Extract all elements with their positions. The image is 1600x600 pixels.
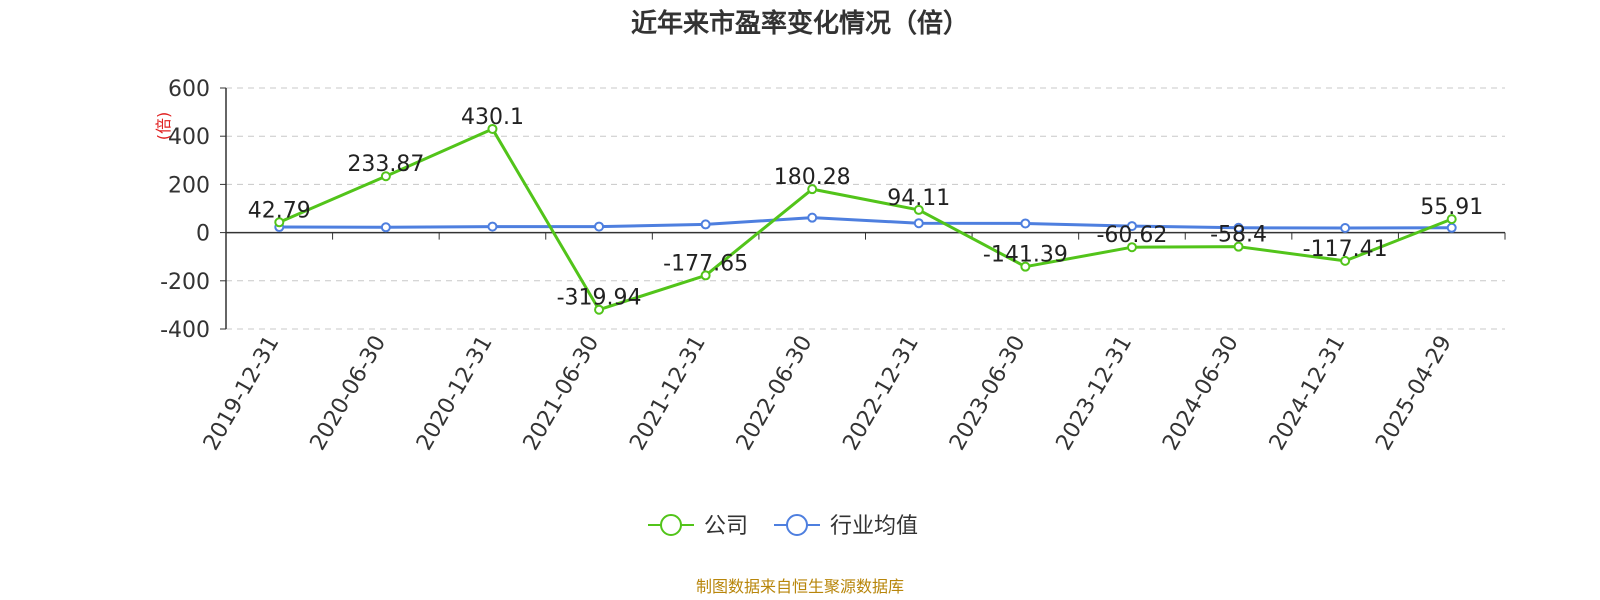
data-point xyxy=(1446,214,1457,225)
x-tick-label: 2019-12-31 xyxy=(199,332,285,455)
data-point xyxy=(913,218,924,229)
x-tick-label: 2024-06-30 xyxy=(1158,332,1244,455)
y-tick-label: 400 xyxy=(168,125,210,150)
source-note: 制图数据来自恒生聚源数据库 xyxy=(696,577,904,596)
y-tick-label: 200 xyxy=(168,173,210,198)
data-label-layer: 42.79 233.87 430.1 -319.94 -177.65 180.28 94.1… xyxy=(248,105,1483,311)
x-tick-label: 2020-12-31 xyxy=(412,332,498,455)
data-point xyxy=(700,270,711,281)
y-tick-label: -200 xyxy=(160,270,210,295)
series-layer xyxy=(274,123,1457,315)
chart-title: 近年来市盈率变化情况（倍） xyxy=(631,8,969,39)
data-point xyxy=(1020,261,1031,272)
x-tick-label: 2020-06-30 xyxy=(305,332,391,455)
y-axis-label: (倍) xyxy=(154,112,173,141)
data-label: 233.87 xyxy=(347,152,424,177)
y-tick-label: -400 xyxy=(160,318,210,343)
data-label: -319.94 xyxy=(557,286,642,311)
x-tick-label: 2023-06-30 xyxy=(945,332,1031,455)
x-tick-label: 2022-12-31 xyxy=(838,332,924,455)
series-line-company xyxy=(278,127,1453,312)
data-label: 180.28 xyxy=(774,165,851,190)
x-tick-label: 2025-04-29 xyxy=(1371,332,1457,455)
series-line-industry xyxy=(279,216,1452,230)
legend-item-industry: 行业均值 xyxy=(774,514,918,539)
data-label: 42.79 xyxy=(248,198,311,223)
data-point xyxy=(1126,221,1137,232)
data-point xyxy=(700,219,711,230)
legend-label: 公司 xyxy=(704,514,748,539)
y-tick-label: 600 xyxy=(168,77,210,102)
data-label: -60.62 xyxy=(1096,223,1167,248)
x-tick-label: 2024-12-31 xyxy=(1265,332,1351,455)
data-label: 55.91 xyxy=(1420,195,1483,220)
data-point xyxy=(380,222,391,233)
x-tick-label: 2022-06-30 xyxy=(732,332,818,455)
legend-item-company: 公司 xyxy=(648,514,748,539)
data-point xyxy=(1020,218,1031,229)
data-point xyxy=(1340,223,1351,234)
legend-label: 行业均值 xyxy=(830,514,918,539)
data-point xyxy=(913,204,924,215)
legend: 公司 行业均值 xyxy=(648,514,918,539)
data-point xyxy=(594,221,605,232)
data-label: -58.4 xyxy=(1210,223,1267,248)
data-point xyxy=(274,217,285,228)
data-point xyxy=(487,221,498,232)
x-tick-label: 2021-06-30 xyxy=(519,332,605,455)
data-point xyxy=(487,123,498,134)
legend-marker xyxy=(660,514,682,536)
y-tick-label: 0 xyxy=(196,222,210,247)
data-point xyxy=(1233,222,1244,233)
data-point xyxy=(807,184,818,195)
data-point xyxy=(1340,255,1351,266)
data-label: -177.65 xyxy=(663,251,748,276)
x-tick-label: 2023-12-31 xyxy=(1052,332,1138,455)
data-label: -141.39 xyxy=(983,243,1068,268)
data-label: 430.1 xyxy=(461,105,524,130)
x-tick-label: 2021-12-31 xyxy=(625,332,711,455)
data-point xyxy=(1126,242,1137,253)
data-label: 94.11 xyxy=(887,186,950,211)
legend-marker xyxy=(786,514,808,536)
data-point xyxy=(807,212,818,223)
data-label: -117.41 xyxy=(1303,237,1388,262)
grid-layer xyxy=(226,87,1505,330)
data-point xyxy=(1446,222,1457,233)
data-point xyxy=(1233,241,1244,252)
data-point xyxy=(380,171,391,182)
data-point xyxy=(594,304,605,315)
